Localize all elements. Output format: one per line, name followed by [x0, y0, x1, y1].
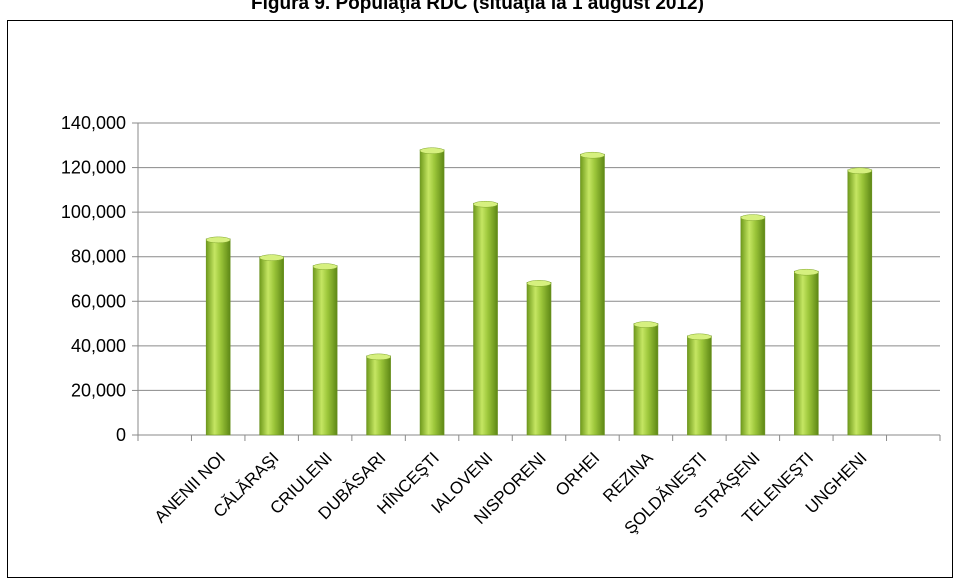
y-tick-label: 80,000 [71, 247, 126, 267]
bar-body [366, 355, 391, 436]
bar-body [794, 270, 819, 436]
bar-top [526, 280, 552, 287]
x-tick-label: ORHEI [552, 448, 604, 500]
bar-top [794, 268, 819, 276]
bar-body [312, 265, 338, 436]
bar [687, 333, 712, 436]
y-tick-label: 0 [116, 425, 126, 445]
bar-top [687, 333, 712, 341]
bar-body [847, 169, 873, 436]
bar-top [312, 263, 338, 270]
bar [419, 147, 445, 436]
y-tick-label: 140,000 [61, 113, 126, 133]
y-tick-label: 20,000 [71, 380, 126, 400]
bar [366, 353, 391, 436]
bar-top [473, 200, 498, 208]
bar-body [580, 153, 605, 436]
bar-body [419, 149, 445, 436]
bar-top [740, 214, 766, 221]
bar-body [633, 323, 659, 436]
bar-top [366, 353, 391, 361]
y-tick-label: 40,000 [71, 336, 126, 356]
bar [740, 214, 766, 436]
bar [580, 151, 605, 436]
bar [473, 200, 498, 436]
bar [312, 263, 338, 436]
bar-top [847, 167, 873, 175]
bar-top [259, 254, 284, 261]
bar-top [419, 147, 445, 154]
bar-body [687, 335, 712, 436]
bar-top [633, 321, 659, 328]
bar [526, 280, 552, 436]
bar-body [526, 282, 552, 436]
y-tick-label: 100,000 [61, 202, 126, 222]
bar [205, 236, 231, 436]
bar [259, 254, 284, 436]
y-tick-label: 60,000 [71, 291, 126, 311]
bar-top [580, 151, 605, 159]
chart-title: Figura 9. Populaţia RDC (situaţia la 1 a… [251, 0, 704, 14]
bar-top [205, 236, 231, 244]
bar [633, 321, 659, 436]
bar-body [259, 256, 284, 436]
bar-body [205, 238, 231, 436]
y-tick-label: 120,000 [61, 158, 126, 178]
bar-body [740, 216, 766, 436]
bar [847, 167, 873, 436]
bars [205, 147, 873, 436]
bar-body [473, 202, 498, 436]
bar [794, 268, 819, 436]
